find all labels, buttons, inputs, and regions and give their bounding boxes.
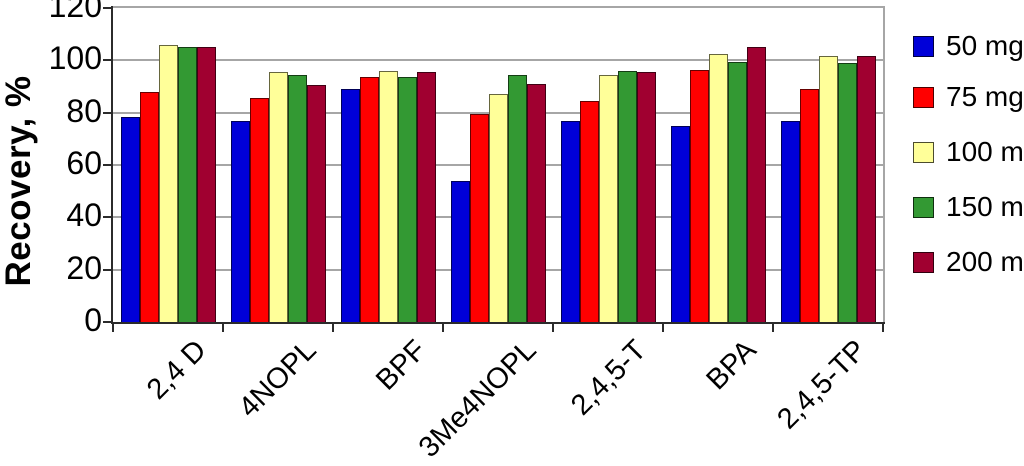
bar-150mg-2,4,5-T: [617, 70, 637, 322]
y-tick-label-0: 0: [84, 302, 102, 339]
legend-item-75mg: 75 mg: [913, 81, 1024, 113]
y-tick-label-80: 80: [66, 92, 102, 129]
bar-75mg-4NOPL: [249, 98, 269, 322]
y-tick-0: [103, 321, 112, 323]
plot-top-border: [111, 6, 885, 8]
bar-200mg-BPA: [746, 47, 766, 322]
bar-50mg-3Me4NOPL: [450, 180, 470, 322]
legend-swatch-icon: [913, 251, 934, 273]
x-tick-3: [442, 324, 444, 332]
bar-75mg-BPF: [359, 77, 379, 322]
y-tick-label-120: 120: [48, 0, 102, 25]
y-tick-20: [103, 268, 112, 271]
bar-200mg-2,4,5-TP: [856, 56, 876, 322]
legend-label: 100 mg: [946, 136, 1024, 167]
bar-200mg-4NOPL: [306, 85, 326, 322]
y-tick-100: [103, 59, 112, 62]
bar-150mg-2,4D: [177, 47, 197, 322]
bar-50mg-4NOPL: [230, 120, 250, 322]
bar-200mg-3Me4NOPL: [526, 83, 546, 322]
legend-item-100mg: 100 mg: [913, 136, 1024, 168]
y-tick-label-100: 100: [48, 40, 102, 77]
bar-50mg-BPF: [340, 89, 360, 322]
legend-label: 150 mg: [946, 191, 1024, 222]
bar-50mg-2,4D: [120, 116, 140, 322]
legend-label: 75 mg: [946, 81, 1024, 112]
legend-item-200mg: 200 mg: [913, 246, 1024, 278]
bar-50mg-2,4,5-TP: [780, 120, 800, 322]
bar-200mg-2,4,5-T: [636, 72, 656, 322]
legend-label: 50 mg: [946, 30, 1024, 61]
gridline-100: [113, 59, 883, 62]
legend-swatch-icon: [913, 86, 934, 108]
x-tick-6: [772, 324, 774, 332]
bar-100mg-BPA: [708, 53, 728, 322]
bar-100mg-2,4,5-T: [598, 74, 618, 322]
bar-200mg-BPF: [416, 72, 436, 322]
bar-100mg-3Me4NOPL: [488, 94, 508, 322]
y-tick-80: [103, 111, 112, 114]
y-axis-line: [111, 6, 113, 324]
x-tick-4: [552, 324, 554, 332]
x-axis-line: [111, 322, 885, 324]
y-tick-label-40: 40: [66, 197, 102, 234]
bar-100mg-2,4,5-TP: [818, 56, 838, 322]
plot-area: [113, 8, 883, 322]
x-tick-5: [662, 324, 664, 332]
bar-100mg-4NOPL: [268, 72, 288, 322]
y-tick-60: [103, 164, 112, 166]
legend-swatch-icon: [913, 196, 934, 218]
x-tick-1: [222, 324, 224, 332]
y-tick-label-20: 20: [66, 249, 102, 286]
bar-75mg-3Me4NOPL: [469, 113, 489, 322]
x-tick-2: [332, 324, 334, 332]
x-tick-end: [882, 324, 884, 332]
bar-50mg-2,4,5-T: [560, 120, 580, 322]
bar-75mg-2,4,5-TP: [799, 89, 819, 322]
legend-label: 200 mg: [946, 246, 1024, 277]
bar-150mg-4NOPL: [287, 74, 307, 322]
bar-75mg-2,4,5-T: [579, 100, 599, 322]
bar-150mg-2,4,5-TP: [837, 62, 857, 322]
legend-item-150mg: 150 mg: [913, 191, 1024, 223]
legend-swatch-icon: [913, 141, 934, 163]
y-tick-40: [103, 216, 112, 219]
plot-right-border: [883, 6, 885, 324]
bar-200mg-2,4D: [196, 47, 216, 322]
y-tick-120: [103, 7, 112, 9]
legend: 50 mg 75 mg 100 mg 150 mg 200 mg: [905, 0, 1024, 300]
bar-50mg-BPA: [670, 125, 690, 322]
legend-swatch-icon: [913, 35, 934, 57]
bar-150mg-3Me4NOPL: [507, 74, 527, 322]
y-tick-label-60: 60: [66, 145, 102, 182]
bar-100mg-2,4D: [158, 44, 178, 322]
bar-100mg-BPF: [378, 70, 398, 322]
bar-150mg-BPA: [727, 61, 747, 322]
bar-75mg-BPA: [689, 69, 709, 322]
legend-item-50mg: 50 mg: [913, 30, 1024, 62]
bar-75mg-2,4D: [139, 91, 159, 322]
bar-150mg-BPF: [397, 77, 417, 322]
x-tick-0: [112, 324, 114, 332]
